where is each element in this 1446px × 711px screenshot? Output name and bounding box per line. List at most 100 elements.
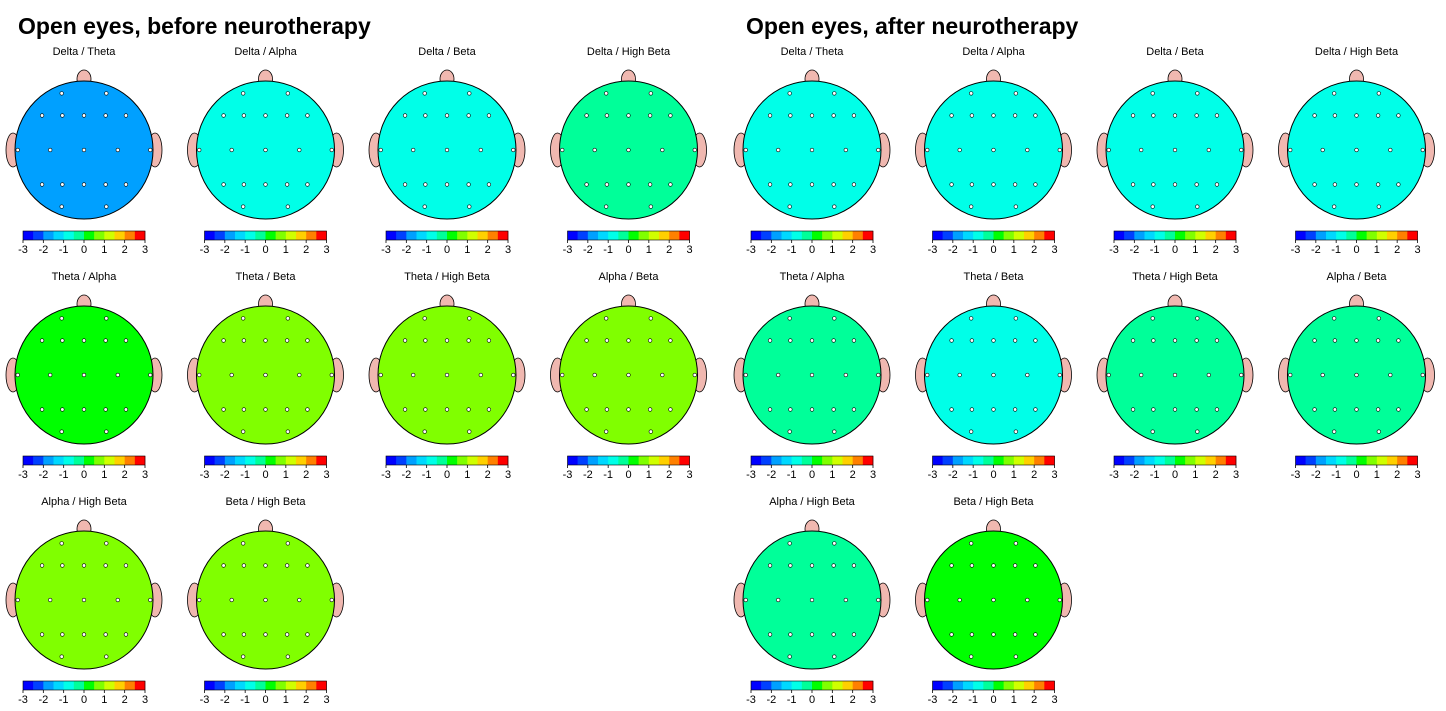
colorbar-tick-label: 0 [1353,469,1359,481]
electrode [809,563,815,568]
electrode [411,147,416,153]
electrode [104,204,109,209]
colorbar-segment [104,456,115,465]
colorbar-segment [23,456,34,465]
electrode [466,113,471,118]
colorbar-segment [306,681,317,690]
colorbar-segment [862,681,874,690]
electrode [1195,91,1200,96]
colorbar-segment [255,231,266,240]
electrode [1354,113,1359,118]
electrode [949,113,954,118]
colorbar-tick-label: -1 [603,469,613,481]
colorbar-segment [1164,456,1176,465]
colorbar-tick-label: -3 [18,469,28,481]
electrode [767,182,773,187]
colorbar-segment [973,456,984,465]
electrode [949,338,954,343]
electrode [1013,338,1018,343]
electrode [949,632,954,637]
electrode [851,182,857,187]
electrode [1376,316,1381,321]
electrode [787,429,792,434]
electrode [81,113,87,118]
colorbar-segment [1346,456,1357,465]
electrode [776,372,781,378]
colorbar-segment [852,681,864,690]
map-label: Beta / High Beta [225,496,306,508]
electrode [809,113,815,118]
electrode [115,597,120,603]
electrode [59,654,64,659]
colorbar-tick-label: -1 [59,244,69,256]
colorbar-tick-label: -3 [928,244,938,256]
colorbar-tick-label: -1 [787,694,797,706]
electrode [60,407,65,412]
electrode [486,338,492,343]
electrode [511,372,516,378]
electrode [1025,597,1030,603]
electrode [444,338,450,343]
colorbar-segment [416,231,427,240]
colorbar-segment [265,456,276,465]
electrode [422,91,427,96]
colorbar-segment [296,681,307,690]
colorbar-tick-label: 1 [1011,244,1017,256]
colorbar-segment [862,231,874,240]
colorbar-tick-label: 2 [666,244,672,256]
colorbar-tick-label: 3 [686,244,692,256]
colorbar-tick-label: -3 [928,469,938,481]
colorbar-segment [94,456,105,465]
map-label: Delta / High Beta [1315,46,1399,58]
electrode [969,338,974,343]
electrode [305,182,310,187]
colorbar-segment [245,231,256,240]
electrode [1396,182,1401,187]
electrode [991,182,996,187]
electrode [263,632,268,637]
electrode [1013,113,1018,118]
colorbar-tick-label: 0 [809,694,815,706]
colorbar-segment [842,681,853,690]
colorbar-segment [842,456,853,465]
colorbar-segment [134,456,146,465]
electrode [1150,429,1155,434]
colorbar-segment [659,456,670,465]
electrode [831,407,836,412]
electrode [809,632,815,637]
colorbar-segment [386,456,397,465]
colorbar-segment [316,681,327,690]
colorbar-segment [791,681,803,690]
colorbar-segment [53,456,64,465]
electrode [776,147,781,153]
colorbar-segment [1407,456,1418,465]
colorbar-segment [396,456,407,465]
colorbar-tick-label: -1 [1331,244,1341,256]
electrode [466,182,471,187]
electrode [423,182,428,187]
colorbar-segment [104,231,115,240]
electrode [1214,113,1220,118]
electrode [15,597,20,603]
colorbar-segment [1366,231,1378,240]
colorbar-segment [832,681,843,690]
electrode [104,91,109,96]
colorbar-segment [43,681,54,690]
colorbar-segment [1376,456,1388,465]
electrode [263,597,268,603]
map-label: Theta / High Beta [404,271,490,283]
colorbar-segment [1305,231,1317,240]
electrode [969,563,974,568]
colorbar-segment [53,231,64,240]
electrode [604,407,609,412]
colorbar-tick-label: -2 [1311,469,1321,481]
colorbar-tick-label: 2 [1031,469,1037,481]
electrode [305,407,310,412]
electrode [809,147,815,153]
colorbar-segment [1024,231,1035,240]
colorbar-tick-label: 1 [1374,469,1380,481]
colorbar-segment [1003,681,1015,690]
colorbar-tick-label: -1 [422,244,432,256]
electrode [60,338,65,343]
